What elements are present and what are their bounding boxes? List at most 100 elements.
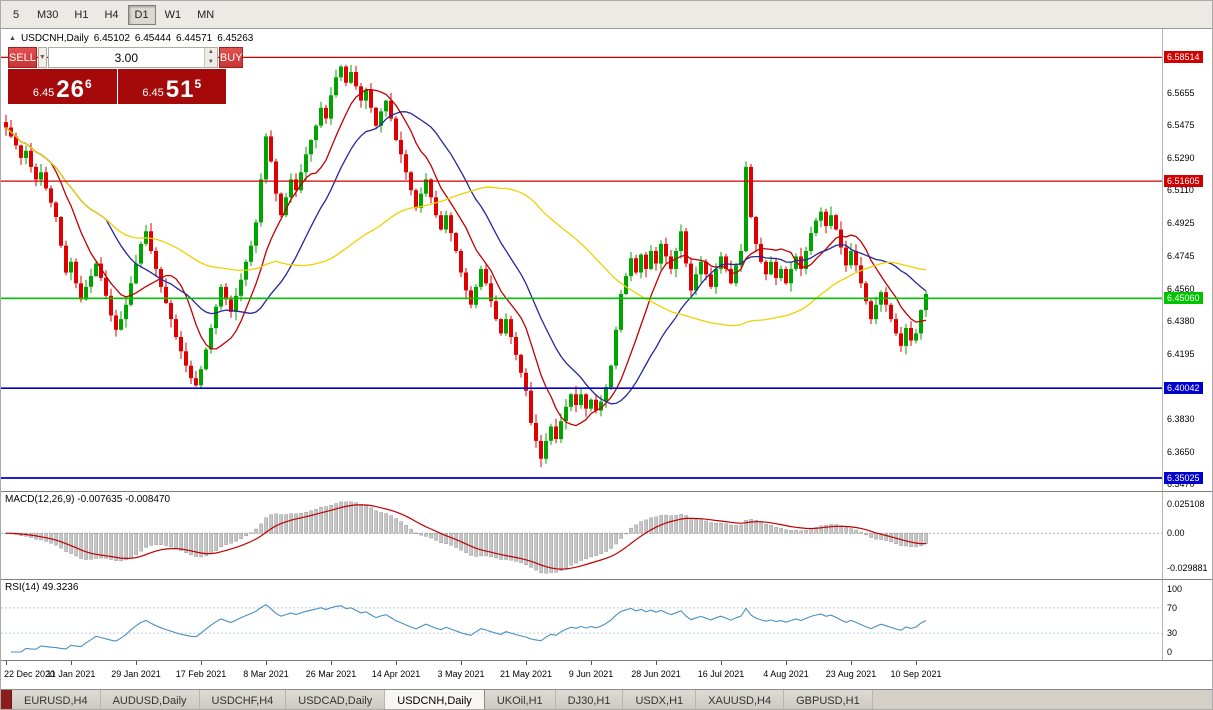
volume-up-icon[interactable]: ▲ xyxy=(204,48,217,58)
buy-button[interactable]: BUY xyxy=(218,47,244,68)
chart-tab-xauusd[interactable]: XAUUSD,H4 xyxy=(696,690,785,709)
price-tick-label: 6.4380 xyxy=(1167,315,1195,326)
timeframe-button-d1[interactable]: D1 xyxy=(127,4,156,25)
sell-button[interactable]: SELL xyxy=(8,47,37,68)
date-tick-label: 29 Jan 2021 xyxy=(111,669,161,679)
chart-tab-gbpusd[interactable]: GBPUSD,H1 xyxy=(784,690,873,709)
date-tick-label: 14 Apr 2021 xyxy=(371,669,421,679)
chart-tab-usdchf[interactable]: USDCHF,H4 xyxy=(199,690,287,709)
chart-tab-usdcad[interactable]: USDCAD,Daily xyxy=(286,690,386,709)
date-tick-mark xyxy=(201,661,202,665)
rsi-tick-label: 70 xyxy=(1167,602,1178,613)
price-tick-label: 6.5110 xyxy=(1167,185,1194,196)
chart-tab-audusd[interactable]: AUDUSD,Daily xyxy=(100,690,200,709)
timeframe-button-h4[interactable]: H4 xyxy=(104,8,119,21)
date-tick-label: 22 Dec 2020 xyxy=(4,669,56,679)
date-tick-mark xyxy=(461,661,462,665)
date-tick-mark xyxy=(6,661,7,665)
collapse-trade-panel-icon[interactable]: ▲ xyxy=(9,35,16,42)
bid-price-display[interactable]: 6.45 26 6 xyxy=(8,69,117,104)
date-axis[interactable]: 22 Dec 2020 11 Jan 2021 29 Jan 2021 17 Feb … xyxy=(1,660,1212,689)
timeframe-button-w1[interactable]: W1 xyxy=(164,8,182,21)
date-tick-label: 28 Jun 2021 xyxy=(631,669,681,679)
date-tick-label: 4 Aug 2021 xyxy=(763,669,809,679)
macd-indicator-panel[interactable] xyxy=(1,491,1162,579)
macd-tick-label: 0.025108 xyxy=(1167,499,1205,509)
date-tick-mark xyxy=(916,661,917,665)
rsi-indicator-panel[interactable] xyxy=(1,579,1162,660)
date-tick-label: 11 Jan 2021 xyxy=(46,669,96,679)
date-tick-label: 9 Jun 2021 xyxy=(568,669,614,679)
ask-price-display[interactable]: 6.45 51 5 xyxy=(117,69,226,104)
price-tick-label: 6.4745 xyxy=(1167,250,1195,261)
timeframe-toolbar: 5 M30 H1 H4 D1 W1 MN xyxy=(1,1,1212,29)
macd-tick-label: -0.029881 xyxy=(1167,563,1208,573)
bid-price-pip: 6 xyxy=(84,77,92,91)
chart-tab-eurusd[interactable]: EURUSD,H4 xyxy=(12,690,101,709)
timeframe-button-5[interactable]: 5 xyxy=(12,8,20,21)
date-tick-mark xyxy=(136,661,137,665)
price-tick-label: 6.5655 xyxy=(1167,87,1195,98)
chart-tab-bar: EURUSD,H4 AUDUSD,Daily USDCHF,H4 USDCAD,Dai… xyxy=(1,689,1212,709)
rsi-label: RSI(14) 49.3236 xyxy=(5,582,79,593)
macd-tick-label: 0.00 xyxy=(1167,528,1185,539)
chart-tab-usdcnh[interactable]: USDCNH,Daily xyxy=(385,690,485,709)
ohlc-high: 6.45444 xyxy=(134,33,172,44)
price-tick-label: 6.3830 xyxy=(1167,414,1195,425)
date-tick-label: 23 Aug 2021 xyxy=(825,669,877,679)
ask-price-pip: 5 xyxy=(194,77,202,91)
price-level-badge: 6.35025 xyxy=(1164,472,1203,485)
one-click-trading-panel: SELL ▼ ▲ ▼ BUY 6.45 26 6 6.45 51 5 xyxy=(8,47,244,104)
price-tick-label: 6.3650 xyxy=(1167,446,1195,457)
date-tick-label: 3 May 2021 xyxy=(437,669,485,679)
date-tick-mark xyxy=(721,661,722,665)
rsi-chart-svg xyxy=(1,604,1162,653)
macd-label: MACD(12,26,9) -0.007635 -0.008470 xyxy=(5,494,171,505)
rsi-tick-label: 30 xyxy=(1167,628,1178,639)
volume-stepper: ▲ ▼ xyxy=(203,48,217,67)
timeframe-button-h1[interactable]: H1 xyxy=(74,8,89,21)
tab-bar-corner-icon[interactable] xyxy=(1,690,12,709)
ohlc-close: 6.45263 xyxy=(217,33,254,44)
date-tick-mark xyxy=(266,661,267,665)
ohlc-low: 6.44571 xyxy=(176,33,213,44)
price-chart-svg xyxy=(1,56,1162,479)
volume-input[interactable] xyxy=(48,48,204,67)
rsi-axis[interactable]: 100 70 30 0 xyxy=(1162,579,1212,660)
chart-tab-dj30[interactable]: DJ30,H1 xyxy=(555,690,624,709)
timeframe-button-mn[interactable]: MN xyxy=(197,8,215,21)
chart-tab-usdx[interactable]: USDX,H1 xyxy=(623,690,697,709)
price-level-badge: 6.51605 xyxy=(1164,175,1203,188)
order-options-dropdown-icon[interactable]: ▼ xyxy=(37,47,47,68)
date-tick-mark xyxy=(71,661,72,665)
candlestick-chart[interactable] xyxy=(1,29,1162,491)
price-tick-label: 6.4560 xyxy=(1167,283,1195,294)
price-tick-label: 6.4925 xyxy=(1167,218,1195,229)
macd-chart-svg xyxy=(1,501,1162,574)
date-tick-label: 21 May 2021 xyxy=(499,669,553,679)
price-tick-label: 6.5290 xyxy=(1167,152,1195,163)
price-level-badge: 6.45060 xyxy=(1164,292,1203,305)
date-tick-label: 16 Jul 2021 xyxy=(697,669,745,679)
date-tick-mark xyxy=(526,661,527,665)
chart-ohlc-header: ▲ USDCNH,Daily 6.45102 6.45444 6.44571 6… xyxy=(9,33,253,44)
macd-axis[interactable]: 0.025108 0.00 -0.029881 xyxy=(1162,491,1212,579)
bid-price-prefix: 6.45 xyxy=(32,87,55,99)
ask-price-prefix: 6.45 xyxy=(142,87,164,99)
date-tick-mark xyxy=(656,661,657,665)
price-axis[interactable]: 6.5655 6.5475 6.5290 6.5110 6.4925 6.4745 6.45… xyxy=(1162,29,1212,491)
price-level-badge: 6.58514 xyxy=(1164,51,1203,64)
chart-tab-ukoil[interactable]: UKOil,H1 xyxy=(484,690,556,709)
date-tick-mark xyxy=(851,661,852,665)
volume-down-icon[interactable]: ▼ xyxy=(204,57,217,67)
date-tick-mark xyxy=(396,661,397,665)
date-tick-label: 8 Mar 2021 xyxy=(243,669,289,679)
ask-price-main: 51 xyxy=(165,76,195,103)
timeframe-button-m30[interactable]: M30 xyxy=(37,8,59,21)
price-tick-label: 6.5475 xyxy=(1167,119,1195,130)
date-tick-label: 10 Sep 2021 xyxy=(890,669,942,679)
rsi-tick-label: 0 xyxy=(1167,647,1173,657)
date-tick-mark xyxy=(591,661,592,665)
date-tick-label: 17 Feb 2021 xyxy=(175,669,227,679)
